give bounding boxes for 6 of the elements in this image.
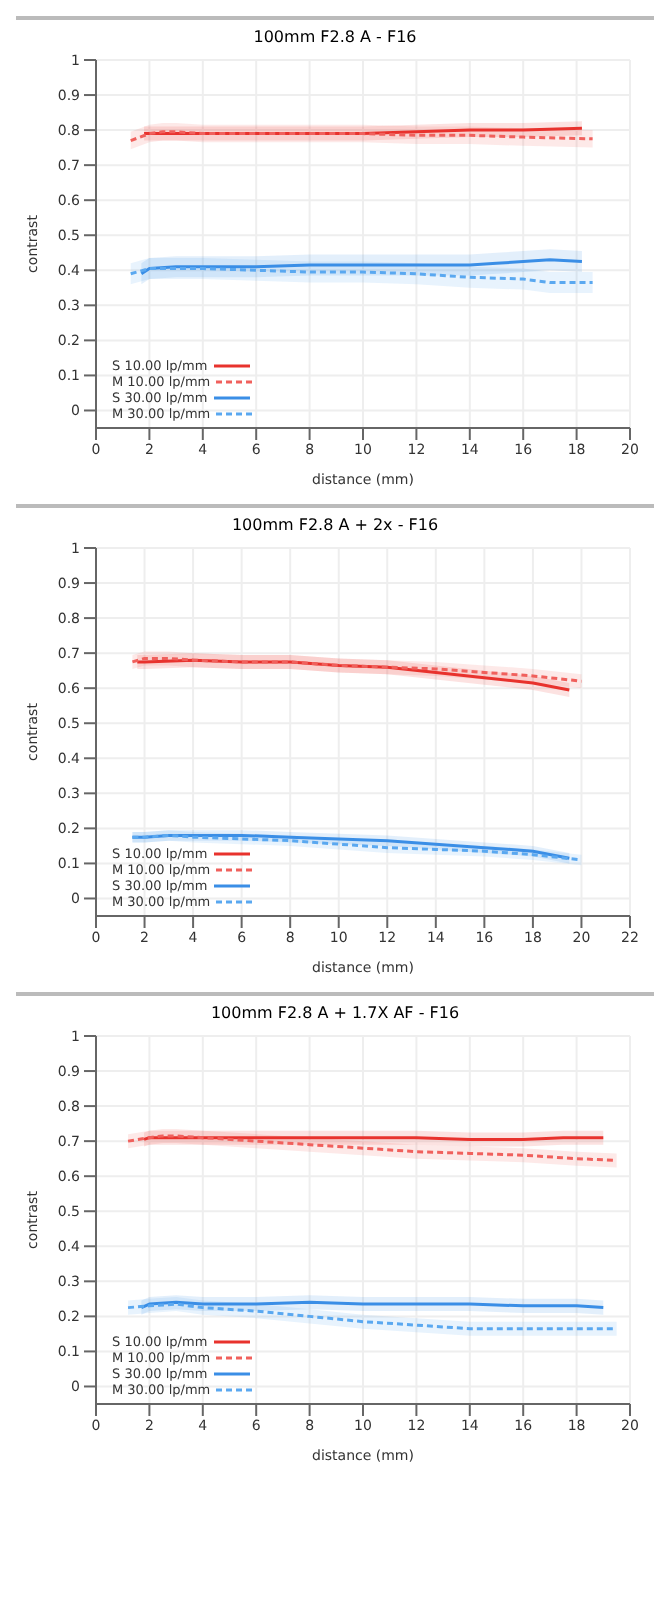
chart-title: 100mm F2.8 A + 1.7X AF - F16 [208, 1002, 462, 1024]
chart-title: 100mm F2.8 A - F16 [251, 26, 419, 48]
line-series [130, 656, 583, 683]
line-series [139, 258, 584, 276]
line-series [129, 267, 595, 285]
chart-title: 100mm F2.8 A + 2x - F16 [229, 514, 441, 536]
